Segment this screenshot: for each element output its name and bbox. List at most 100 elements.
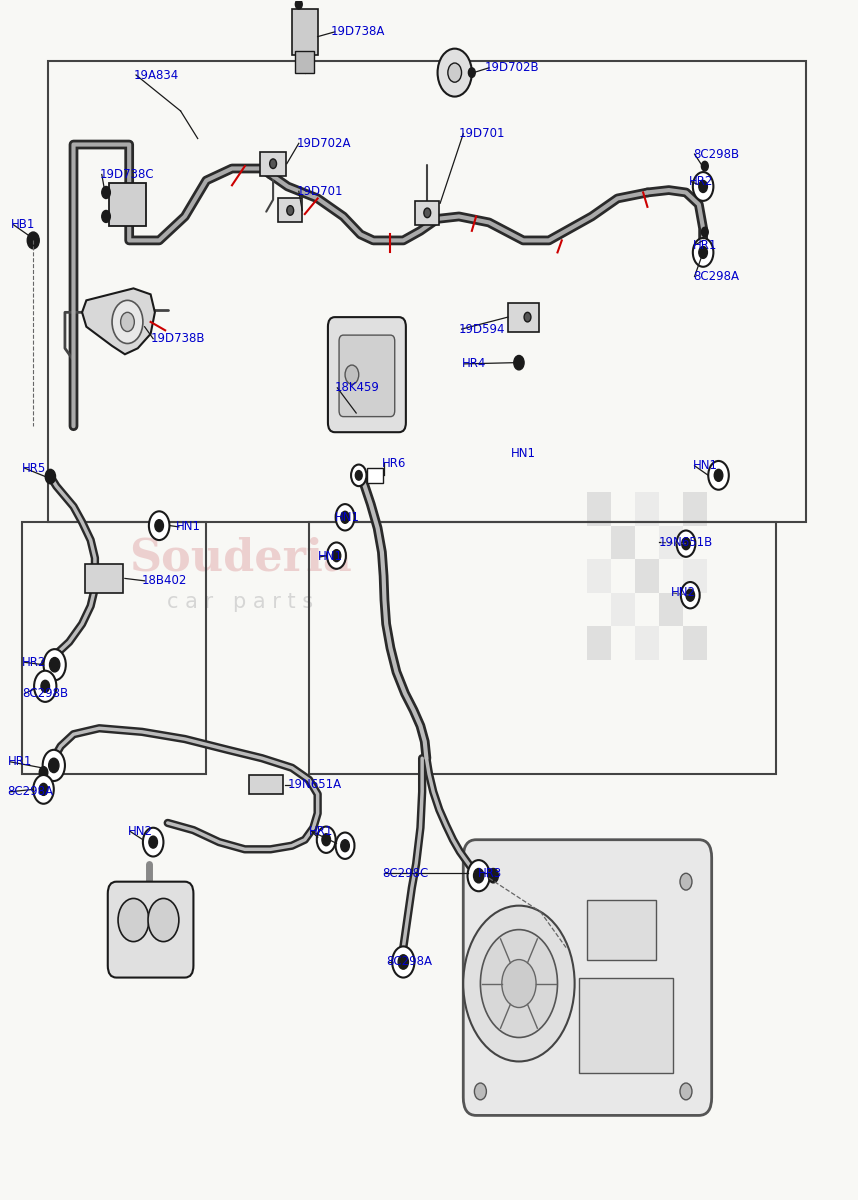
Circle shape [121, 312, 135, 331]
Circle shape [698, 246, 707, 258]
Circle shape [287, 205, 293, 215]
Text: HN2: HN2 [671, 587, 696, 599]
Bar [85, 564, 124, 593]
Text: HN1: HN1 [335, 511, 360, 523]
Bar [579, 978, 674, 1074]
Bar [367, 468, 383, 482]
Circle shape [693, 172, 713, 200]
Circle shape [351, 464, 366, 486]
Circle shape [514, 355, 524, 370]
Circle shape [693, 238, 713, 266]
Circle shape [149, 836, 158, 848]
Circle shape [448, 64, 462, 83]
Text: 8C298A: 8C298A [386, 955, 432, 968]
Bar [292, 10, 317, 55]
Text: 19D738B: 19D738B [151, 332, 205, 346]
Text: 8C298A: 8C298A [693, 270, 739, 283]
Bar [588, 559, 612, 593]
Circle shape [708, 461, 728, 490]
Text: HR2: HR2 [22, 656, 46, 668]
Circle shape [424, 208, 431, 217]
Circle shape [102, 186, 111, 198]
Text: HR4: HR4 [462, 358, 486, 371]
Circle shape [474, 1084, 486, 1100]
Circle shape [317, 827, 335, 853]
Text: 19N651A: 19N651A [287, 778, 341, 791]
Circle shape [677, 530, 695, 557]
Circle shape [149, 511, 169, 540]
Bar [278, 198, 302, 222]
Circle shape [39, 767, 48, 779]
Bar [636, 626, 660, 660]
Circle shape [41, 680, 50, 692]
Circle shape [398, 955, 408, 970]
Text: c a r   p a r t s: c a r p a r t s [167, 593, 314, 612]
Bar [612, 593, 636, 626]
Circle shape [295, 0, 302, 10]
Bar [415, 200, 439, 224]
Bar [660, 593, 684, 626]
Circle shape [143, 828, 164, 857]
Text: HR1: HR1 [8, 755, 32, 768]
Text: 8C298B: 8C298B [693, 148, 739, 161]
Circle shape [43, 750, 65, 781]
Text: 8C298C: 8C298C [382, 866, 428, 880]
Text: HR5: HR5 [22, 462, 46, 475]
Bar [249, 775, 283, 794]
Circle shape [335, 833, 354, 859]
Text: HB1: HB1 [11, 218, 35, 232]
Circle shape [34, 671, 57, 702]
Circle shape [701, 227, 708, 236]
Bar [309, 522, 776, 774]
Text: HR1: HR1 [693, 239, 717, 252]
Text: HR2: HR2 [689, 175, 713, 188]
Bar [636, 492, 660, 526]
Circle shape [345, 365, 359, 384]
Circle shape [50, 658, 60, 672]
Circle shape [355, 470, 362, 480]
Bar [48, 61, 806, 522]
FancyBboxPatch shape [339, 335, 395, 416]
Circle shape [474, 869, 484, 883]
Circle shape [468, 68, 475, 78]
Circle shape [335, 504, 354, 530]
Circle shape [438, 49, 472, 96]
Text: 19D738C: 19D738C [100, 168, 154, 181]
Bar [508, 302, 539, 331]
Text: HN1: HN1 [317, 551, 342, 563]
Circle shape [39, 784, 48, 796]
Circle shape [480, 930, 558, 1038]
Bar [588, 900, 656, 960]
Bar [660, 526, 684, 559]
Circle shape [341, 511, 349, 523]
Bar [684, 559, 707, 593]
Text: 19A834: 19A834 [134, 68, 178, 82]
Circle shape [681, 582, 699, 608]
Circle shape [269, 158, 276, 168]
Bar [109, 182, 147, 226]
Circle shape [701, 161, 708, 170]
Circle shape [524, 312, 531, 322]
Circle shape [474, 874, 486, 890]
Circle shape [102, 210, 111, 222]
Bar [588, 492, 612, 526]
Text: HN1: HN1 [511, 448, 535, 461]
Text: 19D738A: 19D738A [330, 25, 385, 38]
Text: 19D701: 19D701 [459, 127, 505, 140]
Text: 19D702A: 19D702A [296, 137, 351, 150]
Circle shape [45, 469, 56, 484]
Circle shape [322, 834, 330, 846]
Circle shape [27, 232, 39, 248]
Text: 19D702B: 19D702B [485, 61, 540, 74]
Text: 18B402: 18B402 [142, 575, 187, 587]
Circle shape [714, 469, 722, 481]
Circle shape [327, 542, 346, 569]
Circle shape [686, 589, 694, 601]
Bar [260, 151, 286, 175]
Circle shape [44, 649, 66, 680]
Circle shape [463, 906, 575, 1062]
Bar [295, 52, 314, 73]
Circle shape [698, 180, 707, 192]
Circle shape [49, 758, 59, 773]
Text: HN1: HN1 [693, 460, 718, 473]
